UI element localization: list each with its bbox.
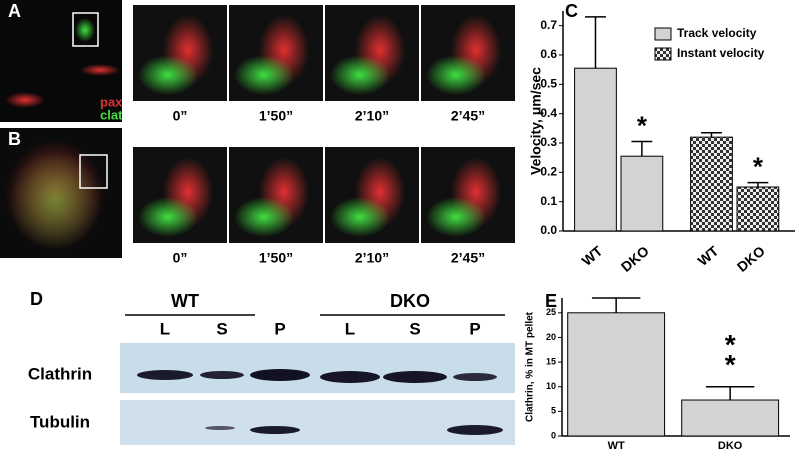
frame-blob bbox=[138, 197, 198, 237]
y-tick-label: 10 bbox=[546, 381, 556, 391]
legend-swatch bbox=[654, 47, 672, 61]
lane-label: L bbox=[160, 319, 170, 338]
y-tick-label: 0.7 bbox=[540, 18, 557, 32]
legend-swatch bbox=[654, 27, 672, 41]
y-tick-label: 0.6 bbox=[540, 47, 557, 61]
micrograph-a bbox=[0, 0, 122, 122]
time-label: 0” bbox=[173, 250, 188, 266]
y-tick-label: 0.3 bbox=[540, 135, 557, 149]
bar bbox=[690, 136, 733, 232]
frame-blob bbox=[426, 55, 486, 95]
error-bar bbox=[747, 181, 769, 187]
y-axis-label: Clathrin, % in MT pellet bbox=[525, 311, 536, 422]
significance: * bbox=[637, 110, 648, 140]
x-tick-label: WT bbox=[579, 242, 606, 269]
group-label: WT bbox=[171, 291, 199, 311]
channel-label: pax bbox=[100, 94, 123, 109]
y-tick-label: 0.5 bbox=[540, 77, 557, 91]
micrograph-b bbox=[0, 128, 122, 258]
panel-letter: C bbox=[565, 1, 578, 21]
significance: * bbox=[753, 151, 764, 181]
time-label: 2’45” bbox=[451, 108, 485, 124]
channel-label: clat bbox=[100, 107, 123, 122]
time-label: 2’10” bbox=[355, 250, 389, 266]
panel-letter: D bbox=[30, 289, 43, 309]
frame-blob bbox=[138, 55, 198, 95]
frame-blob bbox=[234, 197, 294, 237]
y-tick-label: 0 bbox=[551, 430, 556, 440]
significance: * bbox=[725, 349, 736, 380]
row-label: Clathrin bbox=[28, 364, 92, 383]
error-bar bbox=[631, 140, 653, 157]
bar bbox=[620, 155, 664, 232]
y-tick-label: 25 bbox=[546, 307, 556, 317]
error-bar bbox=[701, 131, 722, 138]
error-bar bbox=[705, 385, 755, 401]
y-tick-label: 0.1 bbox=[540, 194, 557, 208]
legend-label: Instant velocity bbox=[677, 46, 765, 60]
x-tick-label: DKO bbox=[734, 243, 768, 275]
bar bbox=[567, 312, 666, 437]
frame-blob bbox=[330, 55, 390, 95]
panel-letter: B bbox=[8, 129, 21, 149]
panel-letter: A bbox=[8, 1, 21, 21]
time-label: 1’50” bbox=[259, 108, 293, 124]
lane-label: L bbox=[345, 319, 355, 338]
y-tick-label: 0.4 bbox=[540, 106, 557, 120]
y-tick-label: 20 bbox=[546, 332, 556, 342]
frame-blob bbox=[426, 197, 486, 237]
time-label: 1’50” bbox=[259, 250, 293, 266]
legend-label: Track velocity bbox=[677, 26, 757, 40]
bar bbox=[681, 399, 780, 437]
significance: * bbox=[725, 329, 736, 360]
lane-label: S bbox=[216, 319, 227, 338]
y-tick-label: 0.0 bbox=[540, 223, 557, 237]
lane-label: S bbox=[409, 319, 420, 338]
group-label: DKO bbox=[390, 291, 430, 311]
panel-letter: E bbox=[545, 291, 557, 311]
lane-label: P bbox=[469, 319, 480, 338]
x-tick-label: WT bbox=[608, 440, 625, 452]
y-tick-label: 5 bbox=[551, 406, 556, 416]
row-label: Tubulin bbox=[30, 412, 90, 431]
lane-label: P bbox=[274, 319, 285, 338]
y-tick-label: 0.2 bbox=[540, 165, 557, 179]
frame-blob bbox=[330, 197, 390, 237]
blot bbox=[120, 314, 515, 445]
y-tick-label: 15 bbox=[546, 356, 556, 366]
time-label: 2’10” bbox=[355, 108, 389, 124]
x-tick-label: DKO bbox=[618, 243, 652, 275]
time-label: 2’45” bbox=[451, 250, 485, 266]
x-tick-label: DKO bbox=[718, 440, 743, 452]
y-axis-label: Velocity, μm/sec bbox=[528, 67, 544, 175]
frame-blob bbox=[234, 55, 294, 95]
bar bbox=[574, 67, 617, 232]
error-bar bbox=[591, 297, 641, 313]
x-tick-label: WT bbox=[695, 242, 722, 269]
time-label: 0” bbox=[173, 108, 188, 124]
error-bar bbox=[585, 16, 606, 69]
bar bbox=[736, 186, 780, 232]
